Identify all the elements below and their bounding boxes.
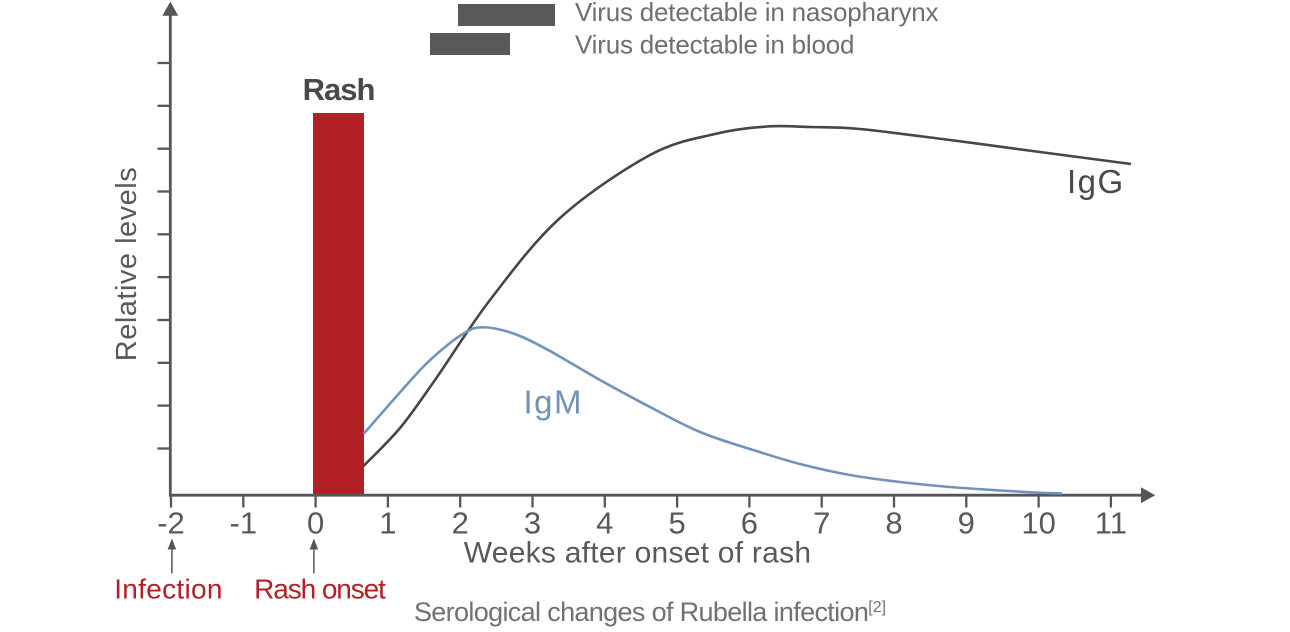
svg-text:11: 11 <box>1095 506 1127 541</box>
svg-text:IgG: IgG <box>1067 163 1125 200</box>
svg-text:Infection: Infection <box>114 574 223 605</box>
svg-text:Weeks after onset of rash: Weeks after onset of rash <box>464 537 812 570</box>
svg-text:0: 0 <box>307 506 324 541</box>
svg-text:5: 5 <box>668 506 685 541</box>
svg-text:9: 9 <box>958 506 975 541</box>
svg-text:-1: -1 <box>230 506 258 541</box>
svg-text:6: 6 <box>741 506 758 541</box>
svg-text:2: 2 <box>452 506 469 541</box>
svg-text:4: 4 <box>596 506 613 541</box>
svg-text:IgM: IgM <box>524 384 584 421</box>
svg-text:3: 3 <box>524 506 541 541</box>
svg-text:Virus detectable in nasopharyn: Virus detectable in nasopharynx <box>575 0 939 27</box>
svg-text:1: 1 <box>379 506 396 541</box>
svg-text:Rash onset: Rash onset <box>254 574 386 605</box>
svg-text:Serological changes of Rubella: Serological changes of Rubella infection… <box>414 597 886 627</box>
svg-text:Relative levels: Relative levels <box>111 167 143 361</box>
svg-text:7: 7 <box>813 506 830 541</box>
svg-text:Virus detectable in blood: Virus detectable in blood <box>575 30 854 60</box>
svg-text:10: 10 <box>1021 506 1055 541</box>
svg-text:Rash: Rash <box>303 72 375 107</box>
svg-text:-2: -2 <box>157 506 185 541</box>
svg-text:8: 8 <box>885 506 902 541</box>
